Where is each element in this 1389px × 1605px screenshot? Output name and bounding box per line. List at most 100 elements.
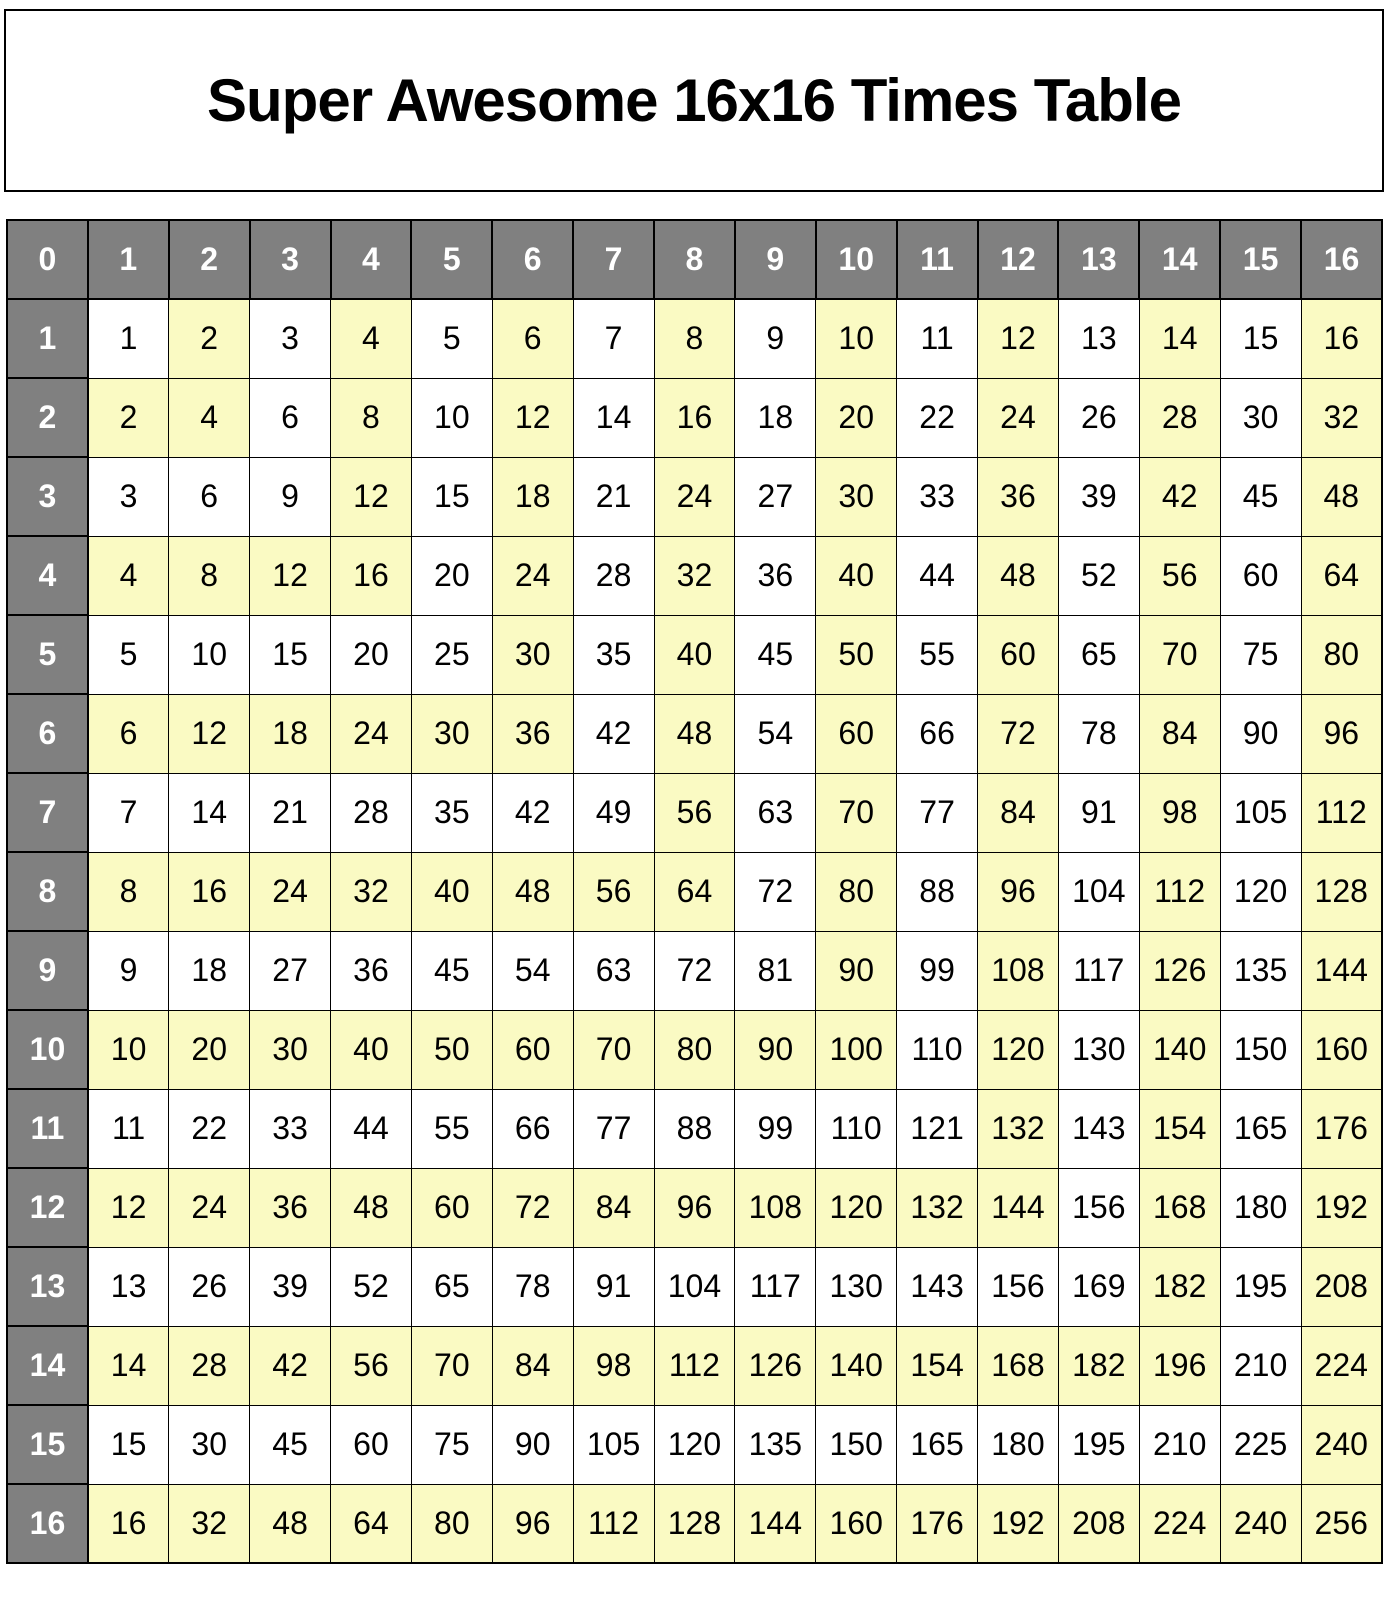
- row-header: 3: [6, 456, 89, 537]
- product-cell: 84: [572, 1167, 655, 1248]
- product-cell: 18: [249, 693, 331, 774]
- product-cell: 18: [491, 456, 574, 537]
- row-header: 7: [6, 772, 89, 853]
- product-cell: 8: [330, 377, 412, 458]
- product-cell: 160: [815, 1483, 898, 1564]
- product-cell: 10: [87, 1009, 170, 1090]
- product-cell: 30: [1219, 377, 1302, 458]
- product-cell: 105: [1219, 772, 1302, 853]
- product-cell: 33: [249, 1088, 331, 1169]
- product-cell: 91: [1057, 772, 1140, 853]
- product-cell: 98: [1138, 772, 1221, 853]
- row-header: 13: [6, 1246, 89, 1327]
- table-row: 12 12 24 36 48 60 72 84 96 108 120 132 144 156 168 180 1…: [6, 1167, 1383, 1248]
- product-cell: 16: [87, 1483, 170, 1564]
- product-cell: 11: [87, 1088, 170, 1169]
- product-cell: 49: [572, 772, 655, 853]
- product-cell: 50: [815, 614, 898, 695]
- product-cell: 195: [1057, 1404, 1140, 1485]
- product-cell: 32: [653, 535, 736, 616]
- product-cell: 72: [734, 851, 817, 932]
- product-cell: 143: [896, 1246, 978, 1327]
- product-cell: 52: [330, 1246, 412, 1327]
- product-cell: 90: [491, 1404, 574, 1485]
- product-cell: 24: [977, 377, 1059, 458]
- product-cell: 12: [249, 535, 331, 616]
- product-cell: 26: [1057, 377, 1140, 458]
- product-cell: 70: [1138, 614, 1221, 695]
- product-cell: 140: [815, 1325, 898, 1406]
- product-cell: 45: [1219, 456, 1302, 537]
- column-header: 13: [1057, 219, 1141, 300]
- product-cell: 36: [734, 535, 817, 616]
- product-cell: 48: [249, 1483, 331, 1564]
- column-header: 4: [329, 219, 413, 300]
- product-cell: 28: [572, 535, 655, 616]
- product-cell: 35: [410, 772, 493, 853]
- table-row: 15 15 30 45 60 75 90 105 120 135 150 165 180 195 210 22…: [6, 1404, 1383, 1485]
- table-row: 10 10 20 30 40 50 60 70 80 90 100 110 120 130 140 150 16…: [6, 1009, 1383, 1090]
- product-cell: 35: [572, 614, 655, 695]
- product-cell: 117: [1057, 930, 1140, 1011]
- product-cell: 180: [977, 1404, 1059, 1485]
- column-header: 9: [733, 219, 817, 300]
- product-cell: 16: [168, 851, 251, 932]
- product-cell: 4: [168, 377, 251, 458]
- product-cell: 156: [1057, 1167, 1140, 1248]
- product-cell: 24: [330, 693, 412, 774]
- product-cell: 6: [249, 377, 331, 458]
- product-cell: 9: [249, 456, 331, 537]
- column-header: 11: [895, 219, 979, 300]
- row-header: 14: [6, 1325, 89, 1406]
- product-cell: 44: [896, 535, 978, 616]
- product-cell: 11: [896, 298, 978, 379]
- product-cell: 24: [249, 851, 331, 932]
- product-cell: 84: [977, 772, 1059, 853]
- product-cell: 48: [1300, 456, 1383, 537]
- product-cell: 6: [168, 456, 251, 537]
- product-cell: 16: [653, 377, 736, 458]
- product-cell: 12: [330, 456, 412, 537]
- product-cell: 18: [734, 377, 817, 458]
- product-cell: 150: [1219, 1009, 1302, 1090]
- product-cell: 128: [653, 1483, 736, 1564]
- product-cell: 144: [1300, 930, 1383, 1011]
- product-cell: 180: [1219, 1167, 1302, 1248]
- title-box: Super Awesome 16x16 Times Table: [4, 9, 1384, 192]
- product-cell: 240: [1219, 1483, 1302, 1564]
- product-cell: 96: [653, 1167, 736, 1248]
- product-cell: 42: [249, 1325, 331, 1406]
- product-cell: 64: [330, 1483, 412, 1564]
- product-cell: 70: [815, 772, 898, 853]
- product-cell: 10: [168, 614, 251, 695]
- product-cell: 20: [815, 377, 898, 458]
- product-cell: 120: [815, 1167, 898, 1248]
- product-cell: 99: [734, 1088, 817, 1169]
- product-cell: 96: [1300, 693, 1383, 774]
- product-cell: 13: [87, 1246, 170, 1327]
- table-header: 0 1 2 3 4 5 6 7 8 9 10 11 12 13 14 15 16: [6, 219, 1383, 300]
- product-cell: 112: [1138, 851, 1221, 932]
- product-cell: 60: [410, 1167, 493, 1248]
- product-cell: 32: [1300, 377, 1383, 458]
- product-cell: 176: [1300, 1088, 1383, 1169]
- product-cell: 84: [1138, 693, 1221, 774]
- product-cell: 75: [410, 1404, 493, 1485]
- product-cell: 21: [249, 772, 331, 853]
- product-cell: 56: [330, 1325, 412, 1406]
- table-row: 8 8 16 24 32 40 48 56 64 72 80 88 96 104 112 120 128: [6, 851, 1383, 932]
- product-cell: 4: [87, 535, 170, 616]
- product-cell: 20: [410, 535, 493, 616]
- product-cell: 80: [1300, 614, 1383, 695]
- page-title: Super Awesome 16x16 Times Table: [207, 67, 1182, 134]
- product-cell: 132: [977, 1088, 1059, 1169]
- product-cell: 27: [249, 930, 331, 1011]
- row-header: 1: [6, 298, 89, 379]
- product-cell: 120: [653, 1404, 736, 1485]
- product-cell: 5: [87, 614, 170, 695]
- product-cell: 195: [1219, 1246, 1302, 1327]
- product-cell: 56: [572, 851, 655, 932]
- product-cell: 165: [896, 1404, 978, 1485]
- product-cell: 20: [330, 614, 412, 695]
- product-cell: 104: [1057, 851, 1140, 932]
